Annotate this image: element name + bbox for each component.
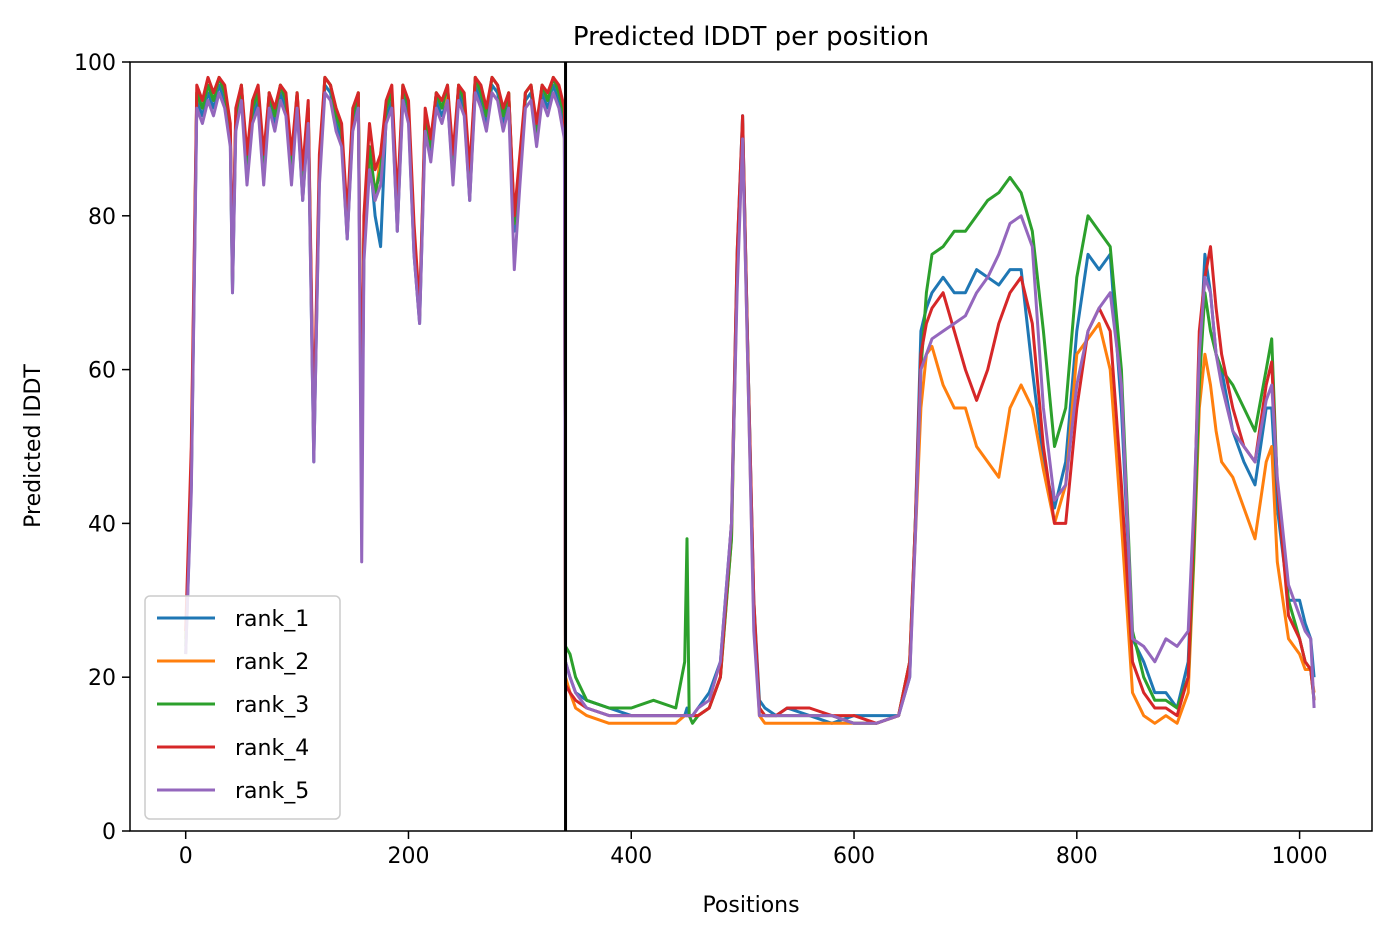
legend-label-rank_5: rank_5 xyxy=(235,779,309,804)
y-tick-label: 80 xyxy=(88,205,116,230)
x-axis-title: Positions xyxy=(702,893,799,918)
x-tick-label: 200 xyxy=(387,844,429,869)
x-tick-label: 600 xyxy=(833,844,875,869)
x-tick-label: 400 xyxy=(610,844,652,869)
y-tick-label: 20 xyxy=(88,666,116,691)
y-axis: 0 20 40 60 80 100 xyxy=(74,51,130,845)
series-line-rank_5 xyxy=(184,91,1316,725)
legend-label-rank_1: rank_1 xyxy=(235,607,309,632)
legend: rank_1 rank_2 rank_3 rank_4 rank_5 xyxy=(144,595,341,820)
y-tick-label: 0 xyxy=(102,820,116,845)
x-tick-label: 0 xyxy=(179,844,193,869)
x-tick-label: 800 xyxy=(1056,844,1098,869)
y-axis-title: Predicted lDDT xyxy=(21,364,46,528)
x-tick-label: 1000 xyxy=(1272,844,1328,869)
legend-box xyxy=(144,595,341,820)
plot-frame xyxy=(129,61,1373,832)
legend-label-rank_3: rank_3 xyxy=(235,693,309,718)
series-layer xyxy=(184,75,1316,725)
legend-label-rank_4: rank_4 xyxy=(235,736,309,761)
y-tick-label: 60 xyxy=(88,359,116,384)
chart-title: Predicted lDDT per position xyxy=(573,22,929,52)
x-axis: 0 200 400 600 800 1000 xyxy=(179,831,1328,869)
y-tick-label: 40 xyxy=(88,512,116,537)
y-tick-label: 100 xyxy=(74,51,116,76)
legend-label-rank_2: rank_2 xyxy=(235,650,309,675)
